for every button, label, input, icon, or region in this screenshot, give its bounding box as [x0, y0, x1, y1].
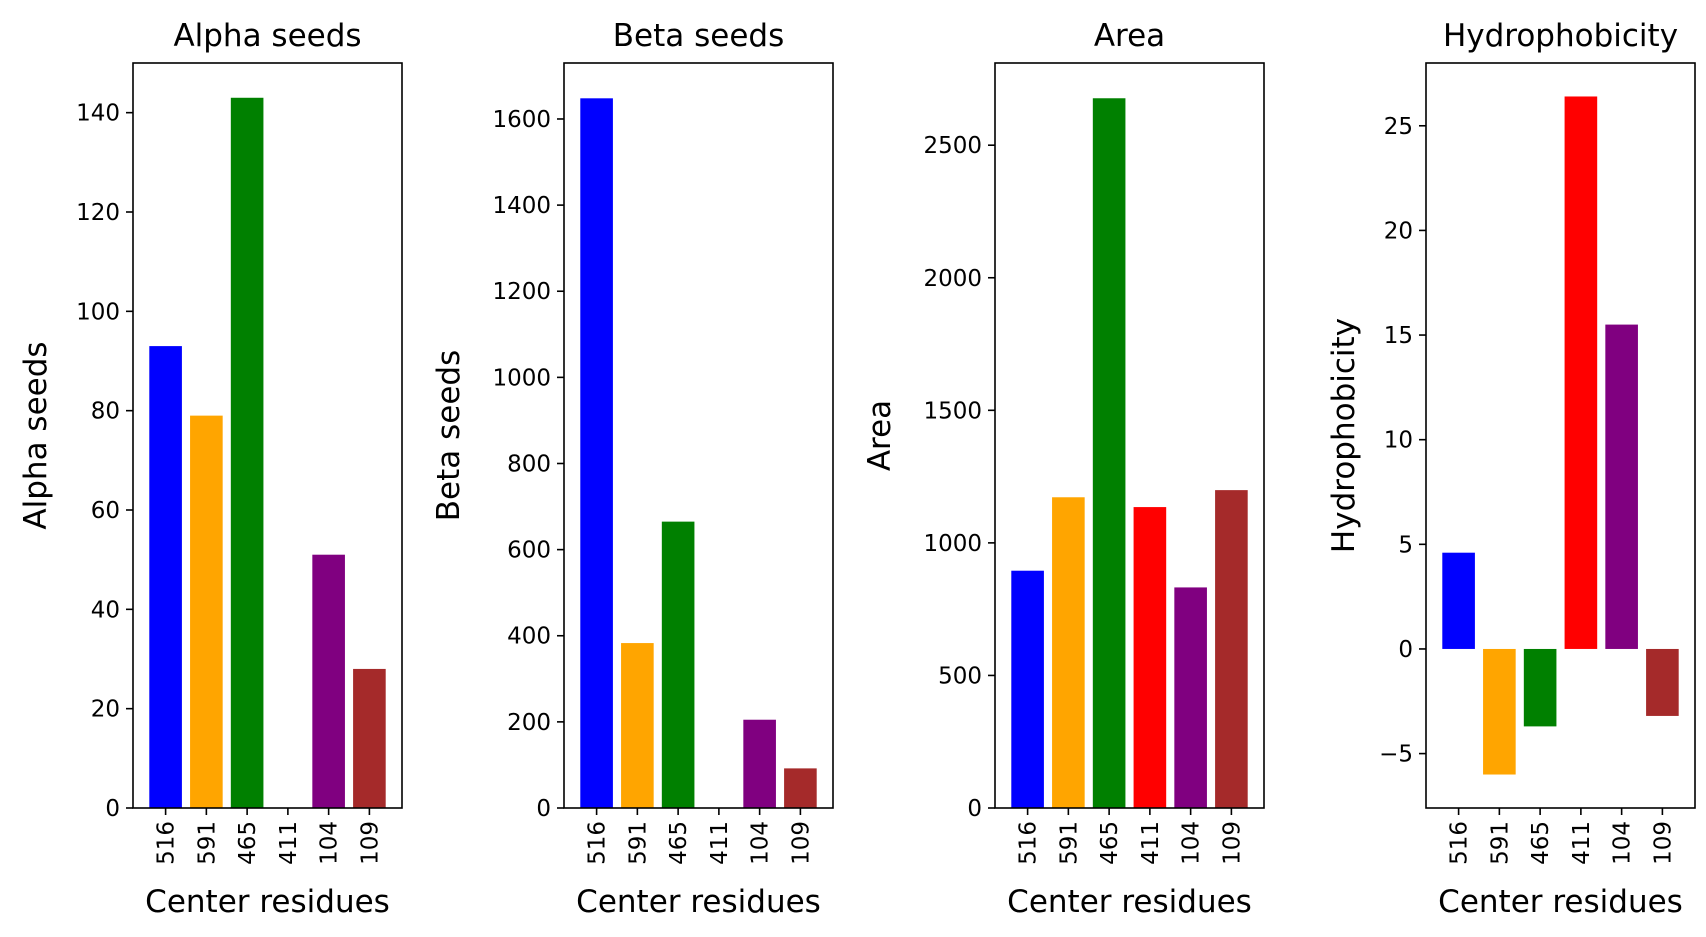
x-tick-label: 465	[1528, 821, 1554, 865]
x-tick-label: 411	[276, 821, 302, 865]
x-tick-label: 411	[1138, 821, 1164, 865]
y-tick-label: 0	[105, 796, 120, 822]
y-tick-label: 400	[507, 624, 551, 650]
x-tick-label: 591	[625, 821, 651, 865]
x-tick-label: 104	[317, 821, 343, 865]
bar-516	[1011, 570, 1044, 808]
axes-frame	[994, 62, 1265, 809]
bar-109	[1646, 648, 1679, 716]
y-axis-label: Alpha seeds	[18, 341, 54, 529]
bar-109	[784, 768, 817, 808]
bar-591	[1052, 497, 1085, 808]
x-axis-label: Center residues	[576, 884, 821, 920]
x-tick-label: 465	[1097, 821, 1123, 865]
bar-104	[1605, 324, 1638, 649]
y-tick-label: 20	[1384, 218, 1413, 244]
x-axis-label: Center residues	[1438, 884, 1683, 920]
y-tick-label: 20	[91, 697, 120, 723]
y-tick-label: 5	[1398, 532, 1413, 558]
x-axis-label: Center residues	[145, 884, 390, 920]
y-tick-label: 100	[76, 299, 120, 325]
y-tick-label: 0	[967, 796, 982, 822]
bar-411	[1133, 507, 1167, 808]
y-tick-label: 500	[938, 663, 982, 689]
bar-591	[621, 643, 654, 808]
beta-seeds-panel: Beta seeds Beta seeds Center residues 0 2…	[431, 18, 834, 920]
bar-104	[743, 719, 776, 808]
bar-591	[1483, 648, 1516, 775]
bar-516	[1442, 552, 1475, 649]
axes-frame	[1425, 62, 1696, 809]
panel-title: Area	[1094, 18, 1165, 54]
axes-frame	[132, 62, 403, 809]
y-tick-label: 1400	[492, 193, 551, 219]
bar-109	[1215, 490, 1248, 808]
y-axis-label: Hydrophobicity	[1326, 318, 1362, 553]
x-tick-label: 591	[194, 821, 220, 865]
x-tick-label: 109	[357, 821, 383, 865]
y-tick-label: 800	[507, 451, 551, 477]
x-tick-label: 411	[707, 821, 733, 865]
x-tick-label: 109	[788, 821, 814, 865]
x-tick-label: 109	[1650, 821, 1676, 865]
panel-title: Alpha seeds	[173, 18, 361, 54]
y-tick-label: −5	[1379, 742, 1413, 768]
x-tick-label: 591	[1487, 821, 1513, 865]
bar-109	[353, 668, 386, 808]
bar-516	[149, 346, 182, 808]
x-tick-label: 516	[1447, 821, 1473, 865]
y-tick-label: 2000	[923, 266, 982, 292]
x-tick-label: 516	[585, 821, 611, 865]
hydrophobicity-panel: Hydrophobicity Hydrophobicity Center res…	[1326, 18, 1696, 920]
y-axis-label: Area	[862, 400, 898, 471]
bar-104	[312, 554, 345, 808]
x-tick-label: 104	[1179, 821, 1205, 865]
x-tick-label: 516	[154, 821, 180, 865]
bar-465	[1092, 98, 1126, 808]
y-tick-label: 120	[76, 200, 120, 226]
y-tick-label: 25	[1384, 114, 1413, 140]
x-tick-label: 104	[748, 821, 774, 865]
y-tick-label: 0	[1398, 637, 1413, 663]
x-tick-label: 591	[1056, 821, 1082, 865]
y-axis-label: Beta seeds	[431, 350, 467, 521]
y-tick-label: 1200	[492, 279, 551, 305]
x-tick-label: 465	[235, 821, 261, 865]
x-tick-label: 411	[1569, 821, 1595, 865]
bar-104	[1174, 587, 1207, 808]
x-tick-label: 104	[1610, 821, 1636, 865]
x-tick-label: 516	[1016, 821, 1042, 865]
y-tick-label: 15	[1384, 323, 1413, 349]
panel-title: Beta seeds	[613, 18, 784, 54]
bar-465	[661, 521, 695, 808]
bar-465	[230, 97, 264, 808]
y-tick-label: 140	[76, 101, 120, 127]
x-axis-label: Center residues	[1007, 884, 1252, 920]
y-tick-label: 600	[507, 538, 551, 564]
bar-465	[1523, 648, 1557, 727]
y-tick-label: 1600	[492, 107, 551, 133]
alpha-seeds-panel: Alpha seeds Alpha seeds Center residues …	[18, 18, 403, 920]
x-tick-label: 109	[1219, 821, 1245, 865]
y-tick-label: 200	[507, 710, 551, 736]
bar-411	[1564, 96, 1598, 649]
y-tick-label: 0	[536, 796, 551, 822]
bar-591	[190, 415, 223, 808]
y-tick-label: 40	[91, 597, 120, 623]
area-panel: Area Area Center residues 0 500 1000 1500 20…	[862, 18, 1265, 920]
bar-516	[580, 98, 613, 808]
y-tick-label: 1000	[923, 531, 982, 557]
panel-title: Hydrophobicity	[1443, 18, 1678, 54]
y-tick-label: 60	[91, 498, 120, 524]
y-tick-label: 1500	[923, 398, 982, 424]
x-tick-label: 465	[666, 821, 692, 865]
axes-frame	[563, 62, 834, 809]
y-tick-label: 80	[91, 399, 120, 425]
y-tick-label: 2500	[923, 133, 982, 159]
y-tick-label: 1000	[492, 365, 551, 391]
y-tick-label: 10	[1384, 428, 1413, 454]
